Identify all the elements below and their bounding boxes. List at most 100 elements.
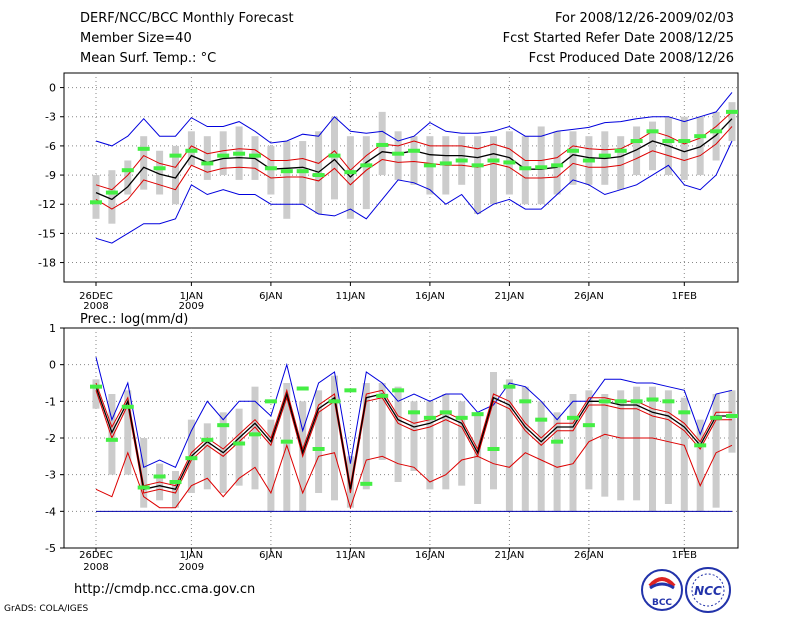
temperature-range-bar: [362, 136, 370, 210]
temperature-xtick-label: 21JAN: [494, 291, 524, 302]
precipitation-range-bar: [474, 416, 482, 504]
temperature-ytick-label: 0: [49, 82, 56, 95]
precipitation-xtick-label: 11JAN: [335, 550, 365, 561]
temperature-range-bar: [712, 111, 720, 161]
temperature-xtick-year: 2009: [179, 301, 204, 312]
source-url: http://cmdp.ncc.cma.gov.cn: [74, 582, 256, 597]
temperature-marker: [598, 153, 611, 158]
precipitation-range-bar: [283, 383, 291, 512]
temperature-range-bar: [490, 136, 497, 205]
precipitation-xtick-year: 2008: [83, 562, 108, 573]
temperature-marker: [185, 148, 198, 153]
precipitation-range-bar: [458, 401, 466, 486]
precipitation-range-bar: [442, 394, 450, 490]
precipitation-xtick-year: 2009: [179, 562, 204, 573]
precipitation-series-lower: [95, 390, 732, 494]
temperature-range-bar: [187, 131, 195, 166]
precipitation-marker: [678, 410, 691, 415]
precipitation-xtick-label: 26DEC: [79, 550, 113, 561]
precipitation-marker: [296, 386, 309, 391]
temperature-marker: [503, 160, 516, 165]
precipitation-range-bar: [394, 386, 402, 482]
precipitation-marker: [710, 415, 723, 420]
precipitation-marker: [153, 474, 166, 479]
temperature-range-bar: [649, 121, 656, 171]
precipitation-marker: [535, 417, 548, 422]
temperature-marker: [280, 169, 293, 174]
temperature-marker: [439, 161, 452, 166]
precipitation-range-bar: [362, 383, 370, 490]
precipitation-marker: [392, 388, 405, 393]
temperature-marker: [328, 153, 341, 158]
variable-label: Mean Surf. Temp.: °C: [80, 51, 217, 66]
precipitation-range-bar: [490, 372, 497, 490]
precipitation-marker: [185, 456, 198, 461]
precipitation-marker: [376, 393, 389, 398]
temperature-marker: [408, 148, 420, 153]
temperature-ytick-label: -18: [38, 257, 56, 270]
precipitation-range-bar: [315, 390, 323, 493]
temperature-range-bar: [474, 136, 482, 214]
precipitation-range-bar: [505, 379, 513, 512]
precipitation-marker: [630, 399, 643, 404]
temperature-frame: [63, 72, 739, 283]
temperature-marker: [487, 158, 500, 163]
temperature-marker: [423, 163, 436, 168]
precipitation-range-bar: [410, 401, 418, 471]
header-right: For 2008/12/26-2009/02/03 Fcst Started R…: [503, 10, 734, 70]
precipitation-marker: [328, 399, 341, 404]
precipitation-ytick-label: 0: [49, 359, 56, 372]
temperature-xtick-label: 16JAN: [415, 291, 445, 302]
precipitation-range-bar: [664, 390, 672, 504]
temperature-series-max: [95, 92, 733, 147]
precipitation-marker: [217, 423, 230, 428]
precipitation-series-max: [95, 357, 733, 469]
precipitation-xtick-label: 21JAN: [494, 550, 524, 561]
ncc-logo: NCC: [685, 567, 731, 613]
temperature-range-bar: [553, 131, 561, 195]
temperature-ytick-label: -15: [38, 227, 56, 240]
bcc-logo: BCC: [641, 569, 683, 611]
temperature-ytick-label: -9: [45, 169, 56, 182]
precipitation-xtick-label: 26JAN: [574, 550, 604, 561]
temperature-series-min: [95, 140, 733, 244]
temperature-marker: [217, 153, 230, 158]
temperature-range-bar: [410, 136, 418, 185]
precipitation-marker: [582, 423, 595, 428]
precipitation-marker: [137, 485, 150, 490]
temperature-marker: [105, 190, 118, 195]
header-left: DERF/NCC/BCC Monthly Forecast Member Siz…: [80, 10, 294, 70]
precipitation-range-bar: [251, 386, 259, 490]
precipitation-series-min: [95, 433, 733, 510]
precipitation-range-bar: [696, 419, 704, 512]
temperature-range-bar: [156, 150, 164, 195]
precipitation-marker: [487, 447, 500, 451]
precipitation-xtick-label: 1JAN: [180, 550, 203, 561]
precip-title: Prec.: log(mm/d): [80, 312, 188, 327]
temperature-ytick-label: -3: [45, 111, 56, 124]
temperature-range-bar: [140, 136, 148, 190]
temperature-range-bar: [728, 102, 736, 142]
temperature-marker: [455, 158, 468, 163]
temperature-xtick-year: 2008: [83, 301, 108, 312]
precipitation-series-mean: [95, 386, 732, 491]
temperature-marker: [646, 129, 659, 134]
precipitation-marker: [646, 397, 659, 402]
precipitation-marker: [90, 384, 102, 389]
precipitation-range-bar: [649, 386, 656, 512]
temperature-marker: [662, 139, 675, 144]
precipitation-range-bar: [331, 375, 338, 501]
temperature-marker: [392, 151, 405, 156]
temperature-marker: [344, 170, 357, 175]
temperature-marker: [376, 142, 389, 147]
temperature-marker: [519, 166, 532, 171]
precipitation-xtick-label: 6JAN: [259, 550, 282, 561]
temperature-marker: [153, 166, 166, 171]
temperature-marker: [264, 166, 277, 171]
precipitation-marker: [201, 437, 214, 442]
temperature-xtick-label: 6JAN: [259, 291, 282, 302]
grads-credit: GrADS: COLA/IGES: [4, 604, 89, 614]
precipitation-range-bar: [267, 419, 275, 512]
temperature-marker: [169, 153, 182, 158]
precipitation-marker: [105, 437, 118, 442]
